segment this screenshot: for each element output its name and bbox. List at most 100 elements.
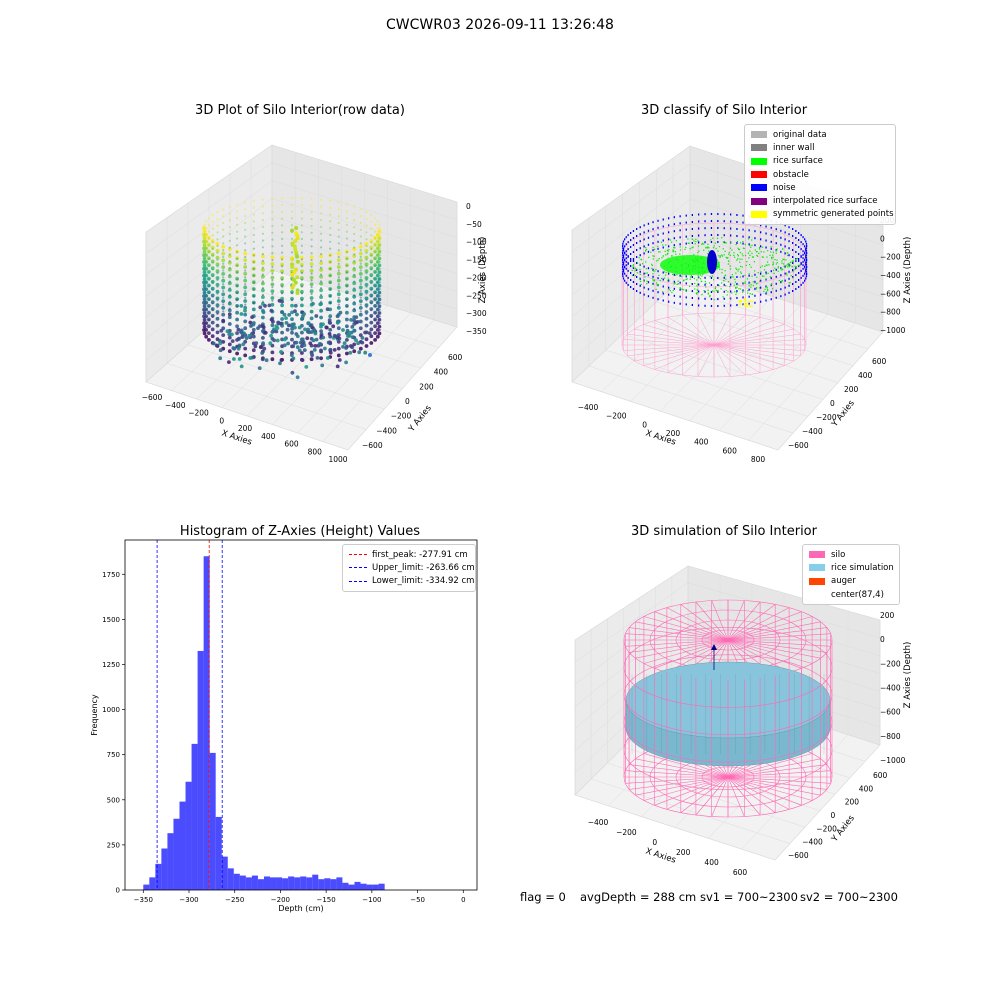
gridline-z bbox=[574, 632, 881, 729]
noise-point bbox=[704, 290, 706, 293]
rice-surface-point bbox=[720, 288, 722, 290]
noise-point bbox=[698, 304, 700, 307]
data-point bbox=[207, 264, 210, 267]
rice-surface-point bbox=[665, 274, 667, 276]
histogram-bar bbox=[306, 877, 313, 890]
rice-surface-point bbox=[695, 292, 697, 294]
rice-surface-point bbox=[741, 266, 743, 268]
data-point bbox=[236, 217, 239, 220]
data-point bbox=[359, 215, 362, 218]
panel4-x-tick-label: 600 bbox=[733, 868, 748, 877]
noise-point bbox=[736, 235, 738, 237]
data-point bbox=[279, 350, 283, 354]
data-point bbox=[270, 282, 275, 287]
symmetric-point bbox=[743, 298, 746, 300]
noise-point bbox=[622, 247, 625, 250]
rice-surface-point bbox=[632, 266, 634, 268]
rice-surface-point bbox=[794, 265, 796, 267]
data-point bbox=[309, 268, 314, 273]
data-point bbox=[251, 300, 256, 305]
data-point bbox=[329, 288, 332, 291]
noise-point bbox=[643, 293, 645, 296]
noise-point bbox=[805, 256, 807, 259]
data-point bbox=[261, 253, 264, 256]
noise-point bbox=[622, 249, 624, 252]
data-point bbox=[280, 262, 284, 267]
legend-label: rice surface bbox=[773, 156, 823, 167]
noise-point bbox=[662, 285, 664, 288]
data-point bbox=[281, 278, 284, 281]
data-point bbox=[378, 308, 382, 311]
data-point bbox=[262, 346, 267, 351]
noise-point bbox=[802, 257, 804, 260]
rice-surface-point bbox=[772, 251, 775, 253]
noise-point bbox=[632, 244, 635, 246]
histogram-bar bbox=[221, 856, 228, 890]
rice-surface-point bbox=[701, 275, 703, 277]
rice-surface-point bbox=[645, 247, 647, 249]
data-point bbox=[320, 239, 323, 242]
noise-point bbox=[627, 283, 629, 286]
rice-surface-point bbox=[736, 259, 738, 261]
data-point bbox=[376, 322, 379, 325]
rice-surface-point bbox=[683, 279, 685, 281]
data-point bbox=[207, 291, 210, 294]
data-point bbox=[314, 337, 319, 342]
data-point bbox=[319, 274, 323, 279]
noise-point bbox=[736, 304, 738, 306]
silo-wire bbox=[713, 344, 774, 370]
data-point bbox=[344, 360, 348, 365]
silo-wire bbox=[627, 333, 715, 346]
data-point bbox=[243, 319, 248, 324]
noise-point bbox=[795, 244, 797, 246]
noise-point bbox=[780, 288, 782, 291]
data-point bbox=[236, 291, 239, 294]
silo-wire bbox=[667, 317, 715, 346]
data-point bbox=[337, 276, 340, 279]
silo-ring bbox=[623, 749, 833, 790]
rice-surface-point bbox=[648, 256, 650, 258]
noise-point bbox=[622, 256, 625, 259]
data-point bbox=[291, 344, 296, 349]
noise-point bbox=[704, 227, 706, 230]
data-point bbox=[337, 242, 340, 245]
noise-point bbox=[802, 253, 804, 256]
data-point bbox=[357, 350, 362, 355]
data-point bbox=[345, 237, 348, 240]
data-point bbox=[281, 265, 284, 268]
data-point bbox=[376, 281, 379, 284]
data-point bbox=[264, 358, 269, 363]
panel4-y-tick-label: 400 bbox=[859, 784, 874, 793]
rice-surface-point bbox=[787, 252, 789, 254]
data-point bbox=[309, 357, 314, 362]
legend-swatch bbox=[751, 144, 767, 152]
noise-point bbox=[685, 275, 687, 278]
noise-point bbox=[792, 228, 794, 230]
data-point bbox=[320, 198, 323, 201]
data-point bbox=[345, 285, 348, 288]
data-point bbox=[354, 338, 358, 343]
noise-point bbox=[639, 284, 641, 287]
rice-surface-point bbox=[728, 253, 730, 255]
panel1-x-tick-label: 400 bbox=[261, 432, 276, 441]
data-point bbox=[222, 255, 225, 258]
rice-surface-point bbox=[770, 276, 772, 278]
silo-ring bbox=[623, 627, 833, 668]
rice-surface-point bbox=[636, 272, 638, 274]
panel2-axes-box bbox=[571, 145, 884, 451]
legend-entry: Upper_limit: -263.66 cm bbox=[349, 561, 475, 574]
data-point bbox=[235, 304, 240, 308]
rice-surface-point bbox=[697, 292, 699, 294]
rice-surface-point bbox=[749, 250, 751, 252]
data-point bbox=[345, 230, 348, 233]
data-point bbox=[281, 224, 284, 227]
data-point bbox=[318, 302, 323, 307]
rice-surface-point bbox=[796, 258, 798, 260]
data-point bbox=[319, 281, 323, 286]
panel1-x-tick-label: −400 bbox=[165, 401, 186, 410]
data-point bbox=[310, 252, 313, 255]
histogram-bar bbox=[300, 876, 307, 890]
noise-point bbox=[662, 278, 664, 281]
rice-surface-point bbox=[787, 263, 789, 265]
silo-wire bbox=[713, 339, 805, 346]
